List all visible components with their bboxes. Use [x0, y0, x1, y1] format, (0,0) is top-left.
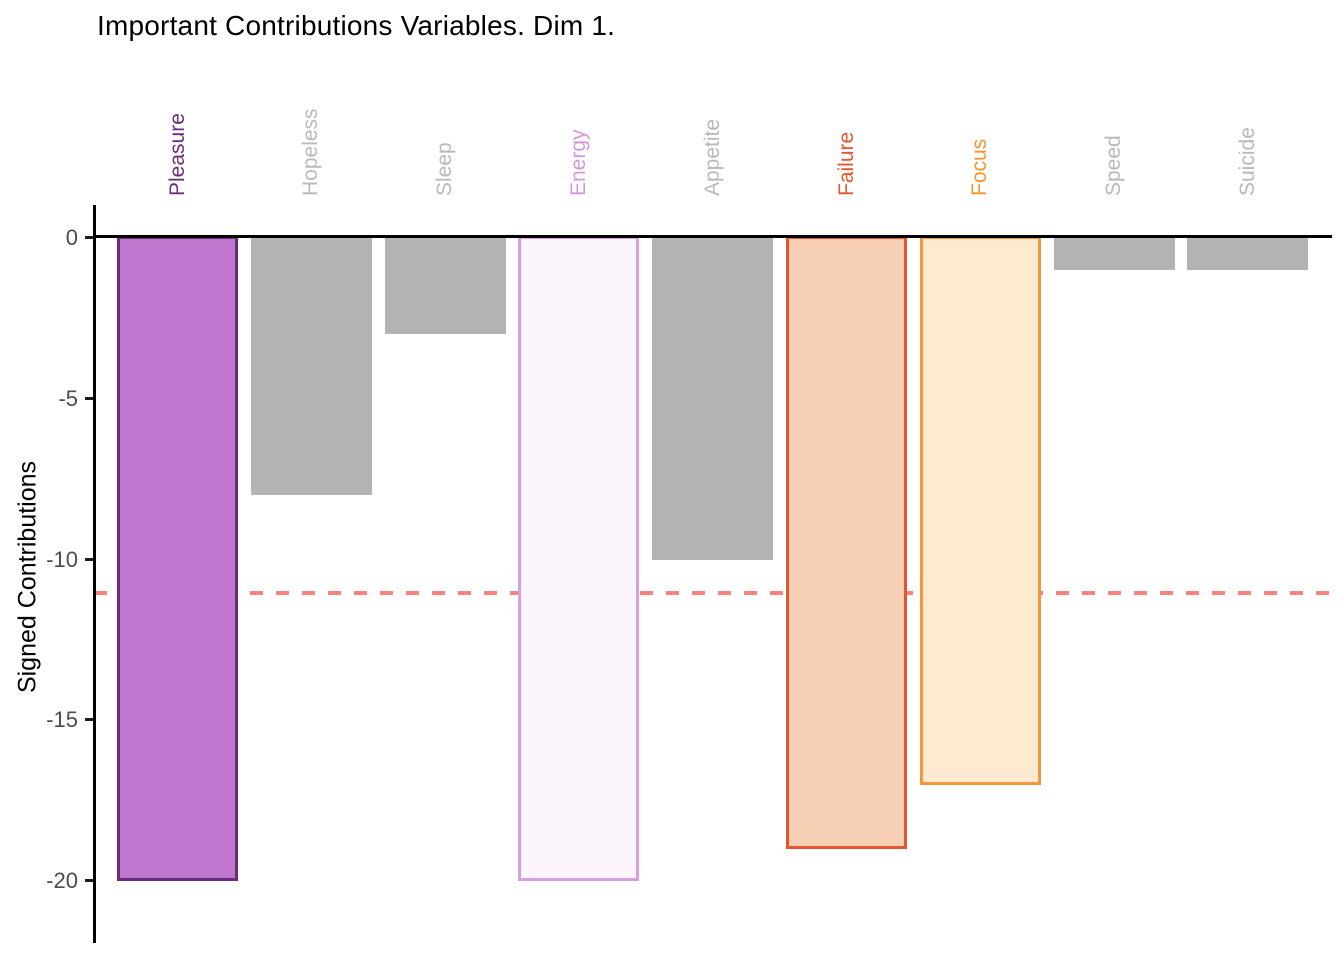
bar-failure	[786, 236, 907, 849]
y-tick-label: -15	[46, 707, 78, 733]
column-label-focus: Focus	[968, 138, 992, 196]
y-tick-label: -5	[58, 385, 78, 411]
bar-hopeless	[250, 236, 372, 496]
threshold-dashed-line	[94, 590, 1332, 595]
y-tick-mark	[85, 718, 94, 722]
bar-focus	[919, 236, 1041, 785]
column-label-failure: Failure	[834, 131, 858, 196]
bar-energy	[518, 236, 640, 881]
column-label-pleasure: Pleasure	[165, 113, 189, 196]
y-tick-mark	[85, 396, 94, 400]
bar-appetite	[652, 236, 774, 560]
y-tick-mark	[85, 236, 94, 239]
y-tick-mark	[85, 557, 94, 561]
y-tick-mark	[85, 879, 94, 882]
y-tick-label: -20	[46, 868, 78, 893]
bar-suicide	[1187, 236, 1309, 271]
bar-speed	[1053, 236, 1175, 271]
y-axis-line	[93, 205, 96, 943]
y-axis-title: Signed Contributions	[13, 460, 42, 694]
column-label-appetite: Appetite	[700, 118, 724, 196]
y-tick-label: -10	[46, 546, 78, 572]
column-label-speed: Speed	[1102, 135, 1126, 196]
column-label-suicide: Suicide	[1235, 127, 1259, 196]
chart-title: Important Contributions Variables. Dim 1…	[97, 10, 616, 41]
column-label-hopeless: Hopeless	[299, 108, 323, 196]
column-label-energy: Energy	[566, 129, 590, 196]
column-label-sleep: Sleep	[433, 142, 457, 196]
bar-sleep	[384, 236, 506, 335]
x-axis-zero-line	[93, 235, 1332, 238]
y-tick-label: 0	[65, 225, 78, 250]
bar-pleasure	[117, 236, 238, 881]
